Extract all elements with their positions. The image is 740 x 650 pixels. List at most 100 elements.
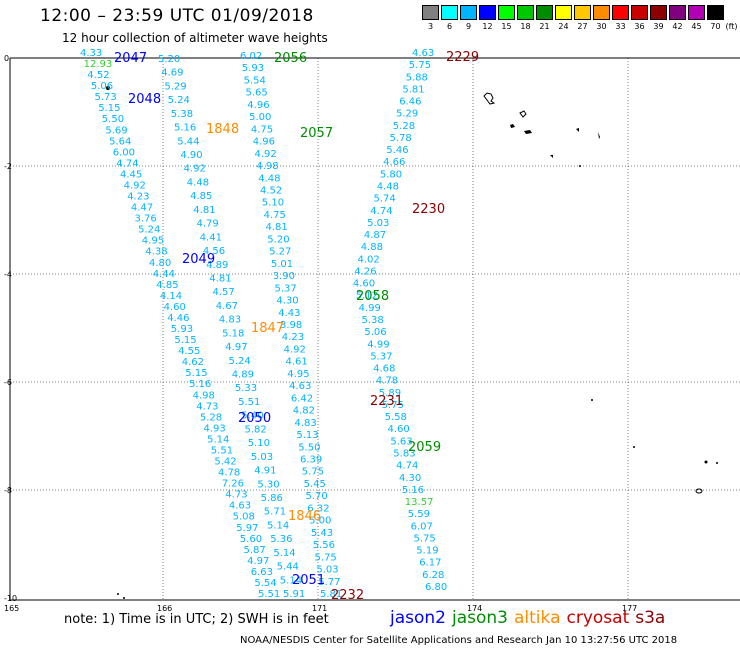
track-id-labels: 2047 2048 1848 2056 2057 2229 2230 2049 2058 1847… bbox=[114, 50, 479, 603]
swh-value: 4.33 bbox=[80, 48, 102, 59]
swh-value: 5.16 bbox=[402, 485, 424, 496]
swh-value: 4.63 bbox=[412, 48, 434, 59]
swh-value: 4.92 bbox=[124, 181, 146, 192]
swh-value: 4.78 bbox=[218, 468, 240, 479]
swh-value: 5.88 bbox=[406, 72, 428, 83]
swh-value: 4.88 bbox=[361, 242, 383, 253]
track-id: 1846 bbox=[288, 509, 321, 524]
swh-value: 5.75 bbox=[409, 60, 431, 71]
swh-value: 5.28 bbox=[200, 412, 222, 423]
swh-value: 4.96 bbox=[253, 137, 275, 148]
swh-value: 5.51 bbox=[211, 446, 233, 457]
legend-swatch bbox=[688, 5, 705, 20]
swh-value: 5.14 bbox=[273, 548, 295, 559]
track-id: 2056 bbox=[274, 51, 307, 66]
swh-value: 5.12 bbox=[356, 291, 378, 302]
legend-swatch bbox=[669, 5, 686, 20]
legend-swatch bbox=[555, 5, 572, 20]
legend-label: 18 bbox=[520, 22, 531, 31]
swh-value: 5.19 bbox=[416, 546, 438, 557]
swh-value: 4.78 bbox=[376, 376, 398, 387]
legend-swatch bbox=[479, 5, 496, 20]
swh-value: 4.30 bbox=[276, 296, 298, 307]
legend-label: 3 bbox=[427, 22, 434, 31]
swh-value: 5.59 bbox=[408, 509, 430, 520]
swh-value: 4.68 bbox=[373, 364, 395, 375]
swh-value: 4.48 bbox=[377, 182, 399, 193]
track-id: 2057 bbox=[300, 126, 333, 141]
swh-value: 3.98 bbox=[280, 320, 302, 331]
satellite-name: altika bbox=[514, 608, 561, 628]
swh-value: 4.75 bbox=[264, 210, 286, 221]
track-id: 2051 bbox=[292, 573, 325, 588]
swh-value: 4.95 bbox=[142, 236, 164, 247]
swh-value: 4.02 bbox=[358, 254, 380, 265]
swh-value: 4.99 bbox=[367, 339, 389, 350]
swh-value: 4.96 bbox=[247, 100, 269, 111]
swh-value: 5.38 bbox=[362, 315, 384, 326]
island-shape bbox=[483, 92, 496, 105]
swh-value: 5.51 bbox=[258, 589, 280, 600]
swh-value: 4.74 bbox=[370, 206, 392, 217]
credit-line: NOAA/NESDIS Center for Satellite Applica… bbox=[240, 635, 678, 646]
swh-value: 4.14 bbox=[160, 291, 182, 302]
swh-value: 5.56 bbox=[313, 540, 335, 551]
swh-value: 5.03 bbox=[367, 218, 389, 229]
swh-value: 4.81 bbox=[209, 274, 231, 285]
swh-value: 4.82 bbox=[293, 406, 315, 417]
swh-value: 4.95 bbox=[287, 369, 309, 380]
swh-value: 4.73 bbox=[196, 401, 218, 412]
lat-tick-label: 0 bbox=[4, 54, 9, 63]
swh-value: 6.46 bbox=[399, 97, 421, 108]
map-frame bbox=[9, 57, 740, 601]
swh-value: 6.02 bbox=[240, 51, 262, 62]
swh-value: 7.26 bbox=[222, 479, 244, 490]
swh-value: 4.97 bbox=[225, 342, 247, 353]
swh-value: 4.74 bbox=[396, 461, 418, 472]
swh-value: 4.60 bbox=[353, 279, 375, 290]
swh-value: 4.47 bbox=[131, 203, 153, 214]
swh-value: 4.66 bbox=[383, 157, 405, 168]
swh-value: 5.29 bbox=[396, 109, 418, 120]
legend-label: 9 bbox=[465, 22, 472, 31]
legend-label: 30 bbox=[596, 22, 607, 31]
swh-value: 5.40 bbox=[241, 411, 263, 422]
swh-value: 5.80 bbox=[380, 169, 402, 180]
swh-value: 6.00 bbox=[113, 147, 135, 158]
lat-tick-label: -6 bbox=[4, 378, 12, 387]
swh-value: 4.61 bbox=[286, 357, 308, 368]
swh-value: 5.51 bbox=[238, 397, 260, 408]
swh-value: 5.13 bbox=[296, 430, 318, 441]
track-id: 2058 bbox=[356, 289, 389, 304]
swh-value: 5.75 bbox=[302, 467, 324, 478]
swh-value: 5.36 bbox=[270, 534, 292, 545]
swh-value: 4.48 bbox=[187, 178, 209, 189]
lon-tick-label: 165 bbox=[4, 604, 19, 613]
swh-value: 5.42 bbox=[214, 457, 236, 468]
swh-value: 5.29 bbox=[164, 81, 186, 92]
legend-label: 24 bbox=[558, 22, 569, 31]
swh-value: 4.92 bbox=[184, 164, 206, 175]
swh-value: 5.75 bbox=[414, 534, 436, 545]
track-id: 2050 bbox=[238, 411, 271, 426]
track-id: 2049 bbox=[182, 252, 215, 267]
swh-value: 5.08 bbox=[233, 512, 255, 523]
swh-value: 5.83 bbox=[393, 449, 415, 460]
swh-value: 4.74 bbox=[116, 158, 138, 169]
swh-value: 5.91 bbox=[283, 589, 305, 600]
swh-value: 4.52 bbox=[87, 70, 109, 81]
satellite-legend: jason2 jason3 altika cryosat s3a bbox=[390, 608, 671, 628]
legend-swatch bbox=[422, 5, 439, 20]
swh-value: 13.57 bbox=[405, 497, 434, 508]
track-id: 2229 bbox=[446, 50, 479, 65]
swh-value: 5.20 bbox=[158, 54, 180, 65]
island-shape bbox=[519, 110, 527, 118]
swh-value: 6.28 bbox=[422, 570, 444, 581]
legend-swatch bbox=[707, 5, 724, 20]
lon-tick-label: 177 bbox=[622, 604, 637, 613]
swh-value: 6.80 bbox=[425, 582, 447, 593]
swh-value: 5.27 bbox=[269, 247, 291, 258]
swh-value: 5.74 bbox=[374, 194, 396, 205]
swh-value: 5.44 bbox=[277, 562, 299, 573]
legend-label: 6 bbox=[446, 22, 453, 31]
